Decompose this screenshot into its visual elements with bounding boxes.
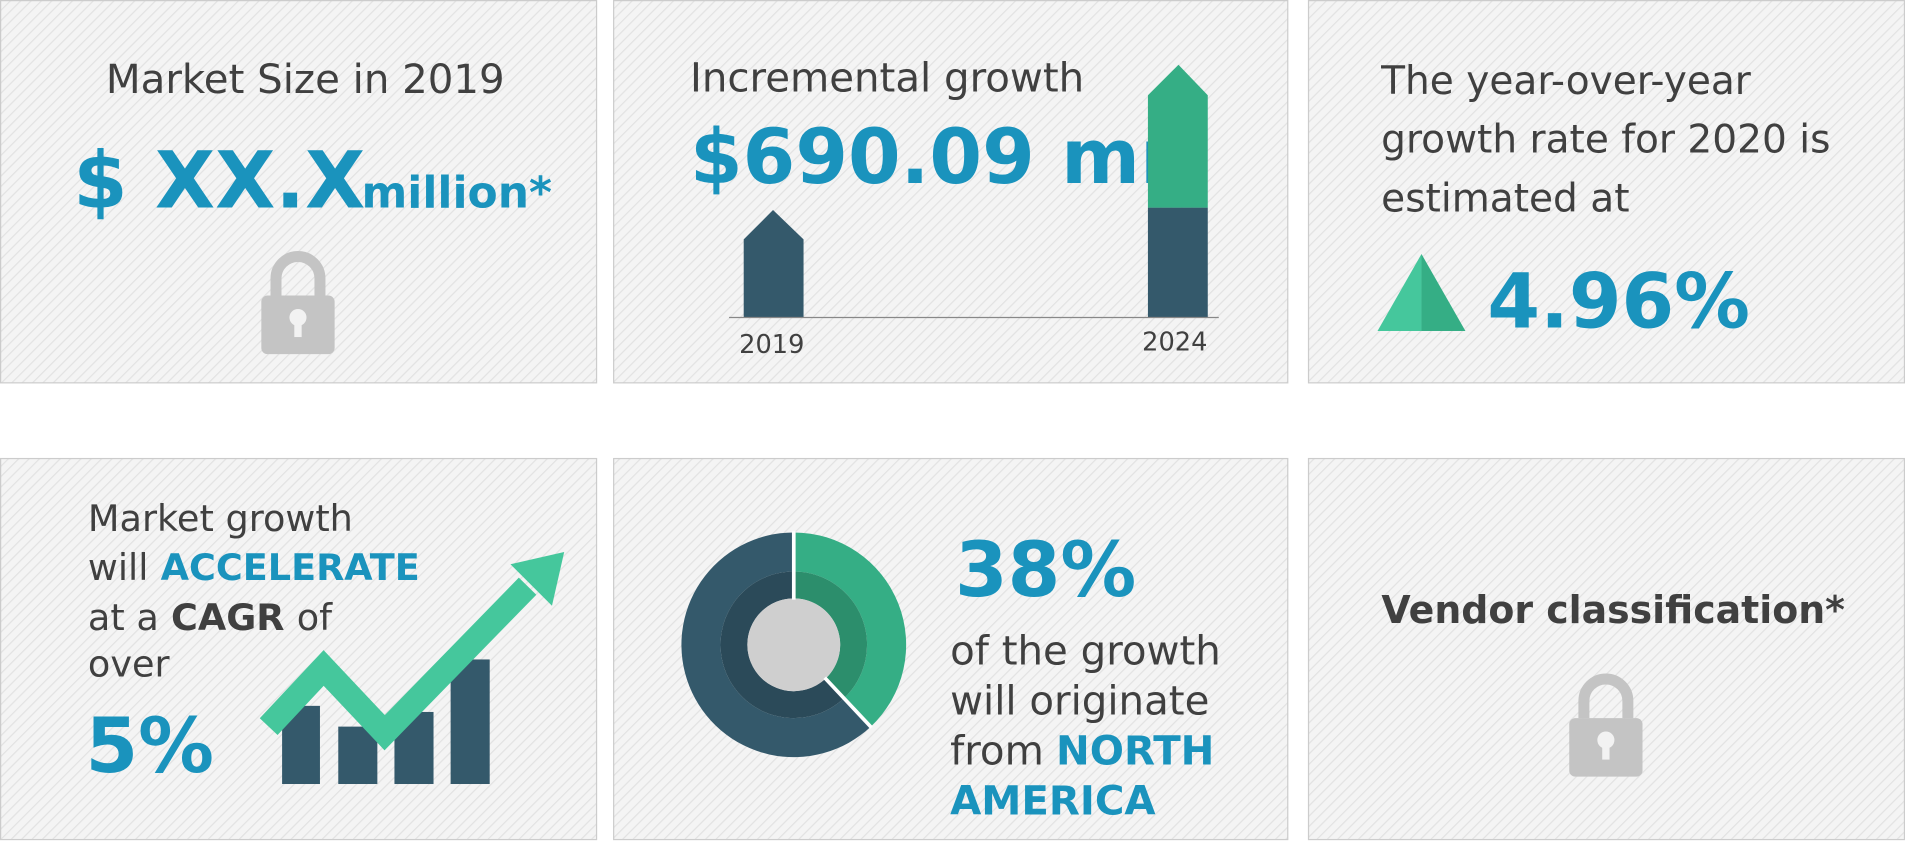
growth-arrow <box>259 577 537 751</box>
title: Vendor classification* <box>1381 588 1845 632</box>
text-line: Market growth <box>88 497 353 540</box>
text-line: at a CAGR of <box>88 596 333 639</box>
bar-2024-base <box>1147 207 1208 318</box>
text-line: from NORTH <box>950 727 1214 774</box>
highlight: CAGR <box>171 596 285 639</box>
donut-share-inner <box>793 571 868 699</box>
highlight: AMERICA <box>950 778 1156 825</box>
end-label: 2024 <box>1142 327 1207 357</box>
title: Incremental growth <box>690 55 1084 102</box>
text-line: The year-over-year <box>1380 59 1752 104</box>
donut <box>681 531 907 758</box>
unit: million* <box>361 168 552 219</box>
donut-share <box>793 532 907 727</box>
bar-2019 <box>743 210 804 318</box>
start-label: 2019 <box>739 330 804 360</box>
bar-2024-growth <box>1147 64 1208 208</box>
highlight: NORTH <box>1056 727 1214 774</box>
text-line: will ACCELERATE <box>88 546 420 589</box>
donut-rest-inner <box>720 571 844 719</box>
highlight: ACCELERATE <box>161 546 420 589</box>
share-label: 38% <box>955 526 1136 614</box>
text: will <box>88 546 148 589</box>
value: $690.09 mn <box>690 113 1194 201</box>
text-line: of the growth <box>950 627 1221 674</box>
donut-divider <box>823 676 873 729</box>
value: 4.96% <box>1487 257 1750 345</box>
text-line: growth rate for 2020 is <box>1381 118 1830 163</box>
text-line: estimated at <box>1381 176 1629 221</box>
donut-hole <box>747 598 841 692</box>
text: from <box>950 727 1044 774</box>
panel <box>1307 457 1905 841</box>
text: at a <box>88 596 159 639</box>
value: 5% <box>85 702 214 790</box>
title: Market Size in 2019 <box>106 56 505 103</box>
text-line: over <box>88 643 171 686</box>
text-line: will originate <box>950 677 1209 724</box>
value: $ XX.X <box>73 136 365 227</box>
arrow-head <box>510 551 565 606</box>
donut-rest <box>681 532 871 758</box>
growth-bar <box>450 659 490 785</box>
growth-bar <box>338 726 378 785</box>
text: of <box>297 596 333 639</box>
